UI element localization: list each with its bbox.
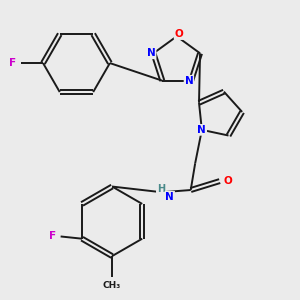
Text: H: H — [157, 184, 165, 194]
Text: CH₃: CH₃ — [103, 281, 121, 290]
Text: N: N — [184, 76, 193, 86]
Text: O: O — [175, 29, 183, 39]
Text: F: F — [9, 58, 16, 68]
Text: F: F — [49, 232, 56, 242]
Text: N: N — [165, 192, 174, 202]
Text: N: N — [197, 125, 206, 135]
Text: O: O — [223, 176, 232, 186]
Text: N: N — [147, 48, 156, 58]
